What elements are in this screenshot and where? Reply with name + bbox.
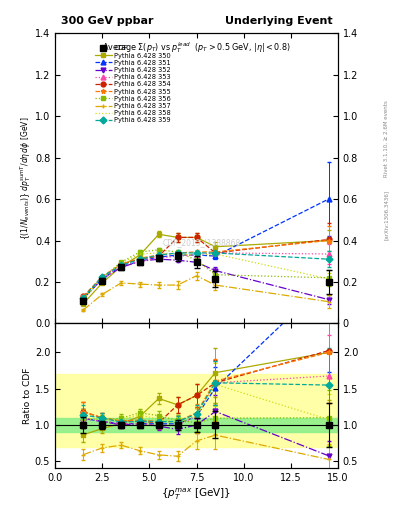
Y-axis label: Ratio to CDF: Ratio to CDF xyxy=(23,368,32,424)
Bar xyxy=(55,418,338,432)
Text: [arXiv:1306.3436]: [arXiv:1306.3436] xyxy=(384,190,389,240)
X-axis label: $\{p_T^{max}$ [GeV]$\}$: $\{p_T^{max}$ [GeV]$\}$ xyxy=(162,486,231,502)
Text: Underlying Event: Underlying Event xyxy=(225,16,332,26)
Legend: CDF, Pythia 6.428 350, Pythia 6.428 351, Pythia 6.428 352, Pythia 6.428 353, Pyt: CDF, Pythia 6.428 350, Pythia 6.428 351,… xyxy=(95,46,171,123)
Text: CDF_2015_I1388868: CDF_2015_I1388868 xyxy=(163,238,241,247)
Bar xyxy=(55,374,338,446)
Text: Average $\Sigma(p_T)$ vs $p_T^{lead}$  ($p_T > 0.5$ GeV, $|\eta| < 0.8$): Average $\Sigma(p_T)$ vs $p_T^{lead}$ ($… xyxy=(102,40,291,55)
Text: 300 GeV ppbar: 300 GeV ppbar xyxy=(61,16,153,26)
Text: Rivet 3.1.10, ≥ 2.6M events: Rivet 3.1.10, ≥ 2.6M events xyxy=(384,100,389,177)
Y-axis label: $\{(1/N_{events})\}\ dp^{sumT}_{T}/d\eta\,d\phi$ [GeV]: $\{(1/N_{events})\}\ dp^{sumT}_{T}/d\eta… xyxy=(18,117,33,240)
